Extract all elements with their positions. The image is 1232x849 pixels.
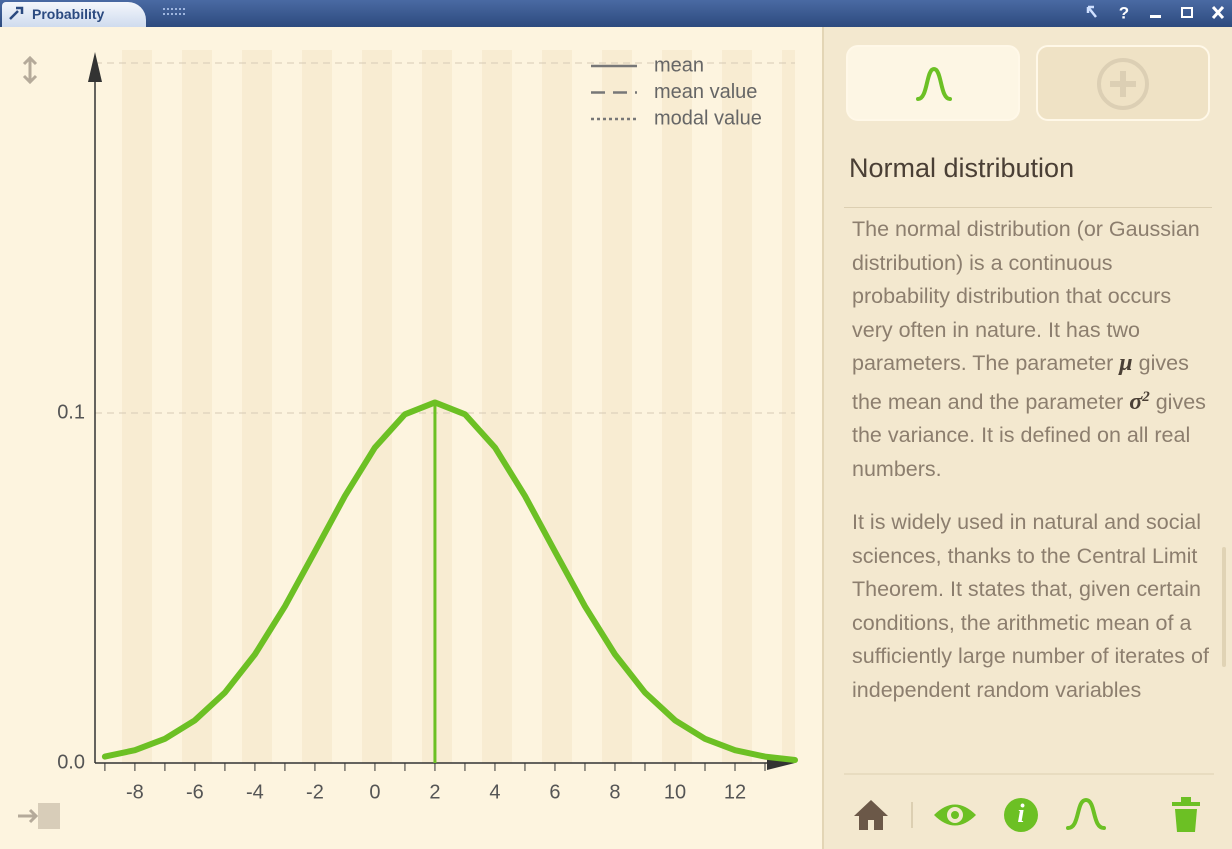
toolbar: i — [844, 773, 1214, 832]
home-button[interactable] — [854, 800, 888, 830]
x-tick-label: -4 — [246, 781, 264, 803]
book-icon[interactable] — [18, 803, 60, 829]
x-tick-label: 10 — [664, 781, 686, 803]
tab-icon — [9, 6, 24, 20]
eye-button[interactable] — [934, 804, 976, 826]
legend-label: mean value — [654, 81, 757, 103]
x-tick-label: -8 — [126, 781, 144, 803]
distribution-button[interactable] — [846, 45, 1020, 121]
distribution-tool[interactable] — [1066, 797, 1106, 830]
legend-label: modal value — [654, 107, 762, 129]
grip-icon[interactable] — [163, 8, 187, 20]
side-panel: Normal distribution The normal distribut… — [822, 27, 1232, 849]
x-tick-label: 4 — [489, 781, 500, 803]
title-bar: Probability ? — [0, 0, 1232, 27]
add-button[interactable] — [1036, 45, 1210, 121]
y-tick-label: 0.1 — [57, 401, 85, 423]
zoom-icon[interactable] — [22, 55, 38, 85]
app-title: Probability — [32, 6, 105, 22]
paragraph: It is widely used in natural and social … — [852, 510, 1209, 702]
text: gives the mean and the parameter — [852, 351, 1189, 414]
x-tick-label: -6 — [186, 781, 204, 803]
x-tick-label: -2 — [306, 781, 324, 803]
y-tick-label: 0.0 — [57, 751, 85, 773]
svg-text:i: i — [1017, 799, 1025, 828]
info-button[interactable]: i — [1004, 798, 1038, 832]
distribution-curve — [101, 399, 798, 764]
tab[interactable]: Probability — [2, 2, 146, 27]
x-tick-label: 0 — [369, 781, 380, 803]
svg-text:?: ? — [1119, 3, 1129, 22]
exponent: 2 — [1142, 388, 1150, 405]
x-tick-label: 12 — [724, 781, 746, 803]
panel-title: Normal distribution — [849, 153, 1075, 183]
symbol: μ — [1119, 350, 1133, 376]
y-axis-arrow — [88, 52, 102, 82]
paragraph: The normal distribution (or Gaussian dis… — [852, 213, 1214, 486]
text: The normal distribution (or Gaussian dis… — [852, 217, 1200, 375]
chart: 0.0 0.1 -8 -6 -4 -2 0 2 4 6 8 10 12 mean mean value mod… — [0, 27, 822, 849]
scrollbar[interactable] — [1222, 547, 1226, 667]
x-tick-label: 8 — [609, 781, 620, 803]
trash-button[interactable] — [1172, 797, 1200, 832]
text: gives the variance. It is defined on all… — [852, 389, 1206, 481]
symbol: σ — [1129, 388, 1143, 415]
separator — [844, 207, 1212, 208]
description: The normal distribution (or Gaussian dis… — [852, 213, 1214, 765]
x-tick-label: 6 — [549, 781, 560, 803]
x-tick-label: 2 — [429, 781, 440, 803]
legend-label: mean — [654, 54, 704, 76]
window-controls[interactable]: ? — [1080, 3, 1230, 23]
